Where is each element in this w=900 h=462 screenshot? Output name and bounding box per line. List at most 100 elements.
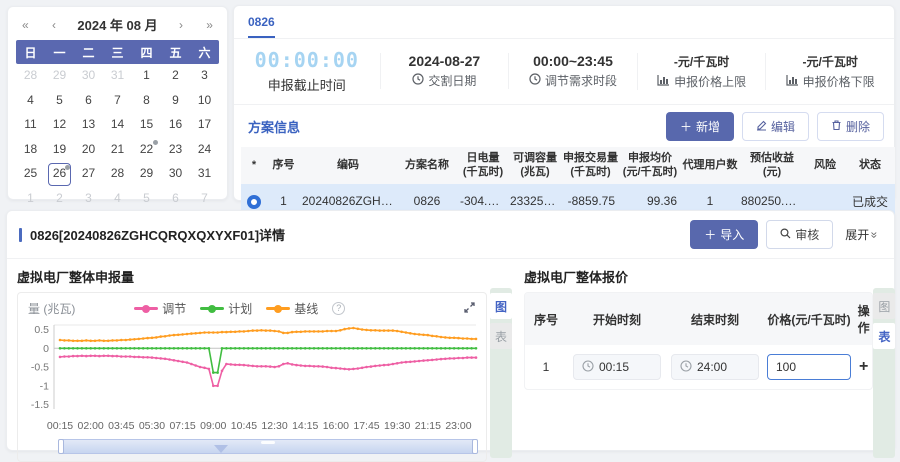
legend-item-基线[interactable]: 基线 [266, 300, 318, 317]
plan-table-header: 申报交易量 (千瓦时) [562, 147, 619, 184]
calendar-day[interactable]: 18 [23, 141, 38, 156]
datazoom-right-handle[interactable] [472, 439, 478, 454]
calendar-day[interactable]: 12 [52, 117, 67, 131]
weekday-label: 三 [111, 45, 124, 60]
plan-stats-row: 00:00:00 申报截止时间 2024-08-27 交割日期 00:00~23… [234, 39, 894, 104]
expand-toggle[interactable]: 展开» [845, 228, 882, 242]
fullscreen-icon[interactable] [463, 301, 476, 317]
calendar-day-selected[interactable]: 26 [48, 163, 71, 186]
clock-icon [529, 73, 541, 88]
datazoom-left-handle[interactable] [58, 439, 64, 454]
calendar-day[interactable]: 3 [201, 68, 208, 82]
calendar-day[interactable]: 1 [27, 190, 34, 205]
calendar-day[interactable]: 9 [172, 92, 179, 107]
calendar-day[interactable]: 20 [81, 141, 96, 156]
calendar-day[interactable]: 23 [168, 141, 183, 156]
legend-label: 调节 [162, 302, 187, 316]
calendar-day[interactable]: 29 [52, 68, 67, 82]
price-input[interactable] [767, 354, 851, 380]
next-year-button[interactable]: » [206, 17, 213, 32]
calendar-day[interactable]: 8 [143, 92, 150, 107]
end-time-picker[interactable]: 24:00 [671, 354, 759, 380]
calendar-day[interactable]: 31 [197, 166, 212, 180]
calendar-day[interactable]: 2 [56, 190, 63, 205]
svg-text:07:15: 07:15 [169, 420, 195, 432]
start-time-picker[interactable]: 00:15 [573, 354, 661, 380]
price-upper-label: 申报价格上限 [674, 74, 747, 89]
declaration-chart-box: 量 (兆瓦) 调节 计划 基线? 0.5 0 -0.5 -1 -1.5 00:15 02:00 0… [17, 292, 487, 462]
declaration-section: 虚拟电厂整体申报量 量 (兆瓦) 调节 计划 基线? 0.5 0 -0.5 -1 -1.5 0… [17, 265, 487, 462]
edit-button[interactable]: 编辑 [741, 112, 809, 141]
legend-label: 基线 [294, 302, 319, 316]
calendar-day[interactable]: 3 [85, 190, 92, 205]
calendar-day[interactable]: 5 [143, 190, 150, 205]
calendar-day[interactable]: 21 [110, 141, 125, 156]
add-button[interactable]: ＋新增 [665, 112, 734, 141]
detail-body: 虚拟电厂整体申报量 量 (兆瓦) 调节 计划 基线? 0.5 0 -0.5 -1 -1.5 0… [7, 259, 896, 462]
calendar-day[interactable]: 1 [143, 68, 150, 82]
plan-table-header: 编码 [300, 147, 396, 184]
calendar-day[interactable]: 7 [114, 92, 121, 107]
tab-0826[interactable]: 0826 [248, 15, 275, 38]
delete-button[interactable]: 删除 [816, 112, 884, 141]
calendar-day[interactable]: 28 [23, 68, 38, 82]
plan-table-header: 可调容量 (兆瓦) [508, 147, 562, 184]
audit-button[interactable]: 审核 [766, 220, 834, 249]
calendar-day[interactable]: 19 [52, 141, 67, 156]
legend-item-调节[interactable]: 调节 [134, 300, 186, 317]
calendar-day[interactable]: 16 [168, 117, 183, 131]
calendar-day[interactable]: 29 [139, 166, 154, 180]
calendar-day[interactable]: 30 [81, 68, 96, 82]
calendar-day[interactable]: 14 [110, 117, 125, 131]
calendar-day[interactable]: 28 [110, 166, 125, 180]
calendar-day[interactable]: 11 [24, 117, 37, 131]
demand-period-label: 调节需求时段 [544, 74, 617, 88]
datazoom-shadow-notch [213, 445, 228, 453]
calendar-day[interactable]: 6 [85, 92, 92, 107]
demand-period-value: 00:00~23:45 [533, 53, 613, 69]
datazoom-grip[interactable] [261, 441, 275, 444]
chart-datazoom-slider[interactable] [58, 439, 478, 454]
plan-table-header: * [241, 147, 267, 184]
calendar-day[interactable]: 5 [56, 92, 63, 107]
calendar-day[interactable]: 6 [172, 190, 179, 205]
calendar-day[interactable]: 2 [172, 68, 179, 82]
declaration-tab-chart[interactable]: 图 [490, 293, 512, 319]
row-radio-selected[interactable] [247, 194, 261, 209]
declaration-title: 虚拟电厂整体申报量 [17, 270, 135, 285]
deadline-label: 申报截止时间 [267, 78, 346, 93]
quote-tab-chart[interactable]: 图 [873, 293, 896, 319]
help-icon[interactable]: ? [332, 302, 346, 315]
calendar-day[interactable]: 27 [81, 166, 96, 180]
calendar-day[interactable]: 4 [114, 190, 121, 205]
weekday-label: 日 [24, 45, 37, 60]
import-button[interactable]: ＋导入 [690, 220, 759, 249]
next-month-button[interactable]: › [178, 17, 183, 32]
prev-month-button[interactable]: ‹ [52, 17, 57, 32]
quote-title: 虚拟电厂整体报价 [524, 270, 629, 285]
calendar-day[interactable]: 30 [168, 166, 183, 180]
plan-table-header: 状态 [845, 147, 895, 184]
add-row-button[interactable]: + [859, 358, 869, 375]
calendar-day[interactable]: 7 [201, 190, 208, 205]
legend-marker [266, 304, 291, 313]
calendar-weekday-row: 日一二三四五六 [16, 40, 219, 64]
calendar-day[interactable]: 4 [27, 92, 34, 107]
chart-header-row: 量 (兆瓦) 调节 计划 基线? [18, 293, 486, 317]
calendar-day[interactable]: 15 [139, 117, 154, 131]
calendar-day[interactable]: 31 [110, 68, 125, 82]
svg-text:05:30: 05:30 [139, 420, 165, 432]
calendar-day[interactable]: 10 [197, 92, 212, 107]
calendar-day[interactable]: 22 [135, 139, 158, 162]
svg-text:-1.5: -1.5 [31, 399, 49, 411]
prev-year-button[interactable]: « [22, 17, 29, 32]
svg-text:-1: -1 [40, 380, 49, 392]
calendar-day[interactable]: 24 [197, 141, 212, 156]
quote-tab-table[interactable]: 表 [873, 323, 896, 349]
calendar-day[interactable]: 17 [197, 117, 212, 131]
calendar-day[interactable]: 25 [23, 166, 38, 180]
calendar-day[interactable]: 13 [81, 117, 96, 131]
plan-table-header: 方案名称 [396, 147, 458, 184]
legend-item-计划[interactable]: 计划 [200, 300, 252, 317]
declaration-tab-table[interactable]: 表 [490, 323, 512, 349]
